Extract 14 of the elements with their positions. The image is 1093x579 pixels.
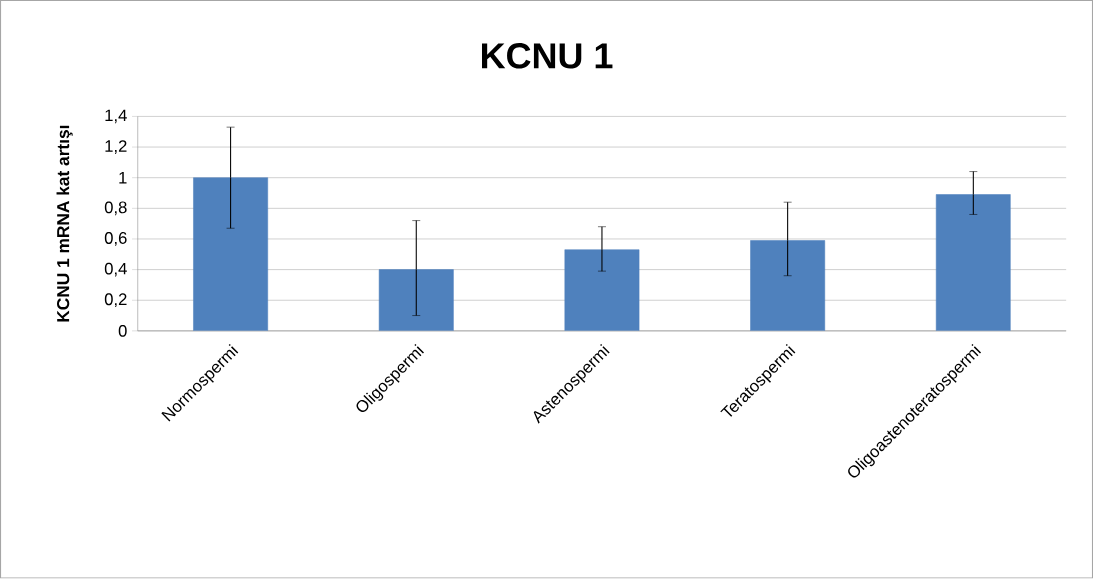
bar [750, 240, 826, 332]
y-axis-title: KCNU 1 mRNA kat artışı [56, 126, 73, 322]
y-tick-label: 0 [118, 325, 127, 338]
y-tick-label: 1,4 [105, 109, 127, 124]
y-tick-label: 1 [119, 172, 127, 184]
y-tick-label: 0,2 [104, 293, 127, 308]
chart-title: KCNU 1 [482, 43, 613, 69]
bar [935, 194, 1011, 332]
bar [193, 177, 268, 332]
y-tick-label: 0,8 [104, 201, 127, 216]
bar [564, 249, 640, 332]
y-tick-label: 1,2 [105, 140, 127, 155]
y-tick-label: 0,6 [104, 232, 127, 247]
y-tick-label: 0,4 [104, 262, 127, 277]
